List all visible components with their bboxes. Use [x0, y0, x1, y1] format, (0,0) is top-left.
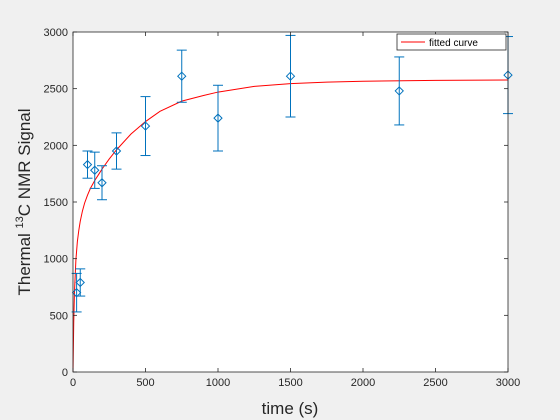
y-axis-ticks: 0 500 1000 1500 2000 2500 3000 [44, 27, 508, 379]
x-tick-label: 0 [70, 377, 76, 389]
data-point [82, 150, 93, 179]
y-tick-label: 0 [62, 367, 68, 379]
diamond-marker [394, 86, 404, 96]
data-point [97, 165, 107, 201]
x-tick-label: 500 [136, 377, 154, 389]
x-axis-ticks: 0 500 1000 1500 2000 2500 3000 [70, 32, 520, 389]
diamond-marker [177, 71, 187, 81]
legend-box [396, 33, 507, 51]
y-tick-label: 1000 [44, 254, 68, 266]
diamond-marker [111, 146, 122, 156]
x-tick-label: 3000 [496, 377, 520, 389]
diamond-marker [213, 113, 223, 123]
x-tick-label: 2000 [351, 377, 375, 389]
y-tick-label: 2500 [44, 84, 68, 96]
data-point [111, 132, 122, 170]
data-point [176, 49, 187, 103]
y-tick-label: 3000 [44, 27, 68, 39]
diamond-marker [285, 71, 296, 81]
y-tick-label: 2000 [44, 140, 68, 152]
x-tick-label: 1000 [206, 377, 230, 389]
diamond-marker [140, 121, 151, 131]
y-tick-label: 500 [50, 310, 68, 322]
diamond-marker [82, 159, 93, 170]
data-point [140, 96, 151, 157]
y-tick-label: 1500 [44, 197, 68, 209]
data-point [394, 56, 405, 126]
diamond-marker [90, 165, 100, 175]
diamond-marker [75, 277, 85, 288]
data-point [89, 151, 100, 189]
diamond-marker [71, 287, 82, 298]
y-axis-label-prefix: Thermal [15, 228, 34, 295]
fitted-curve-line [72, 79, 509, 373]
data-points-layer [71, 34, 513, 313]
diamond-marker [97, 178, 107, 188]
x-tick-label: 2500 [423, 377, 447, 389]
data-point [213, 84, 223, 152]
legend-entry-fitted-curve: fitted curve [429, 38, 478, 49]
y-axis-label-superscript: 13 [14, 216, 26, 228]
data-point [75, 268, 86, 297]
x-tick-label: 1500 [278, 377, 302, 389]
data-point [285, 34, 296, 118]
fitted-curve-layer [72, 79, 509, 373]
legend: fitted curve [396, 33, 507, 51]
y-axis-label: Thermal 13C NMR Signal [14, 108, 34, 295]
y-axis-label-suffix: C NMR Signal [15, 108, 34, 216]
x-axis-label: time (s) [262, 399, 319, 418]
